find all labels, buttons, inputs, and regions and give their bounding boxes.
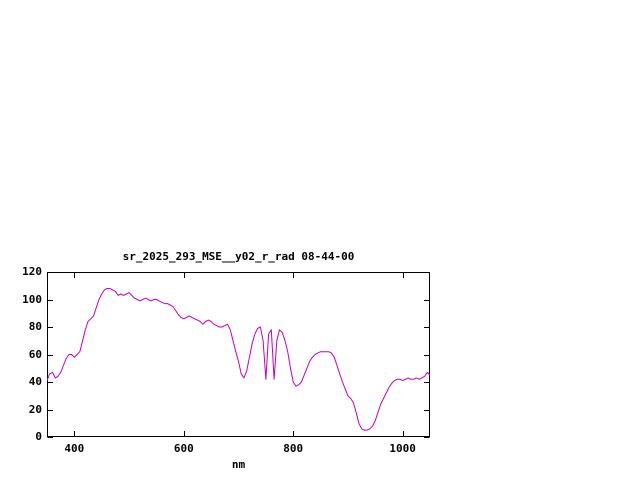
spectrum-line [47,288,431,431]
x-tick-label: 600 [173,442,194,455]
y-tick-label: 20 [28,402,42,416]
x-tick-label: 1000 [389,442,416,455]
plot-border [47,272,430,437]
x-tick-label: 400 [64,442,85,455]
chart-title: sr_2025_293_MSE__y02_r_rad 08-44-00 [122,250,355,263]
y-tick-label: 0 [35,430,42,443]
plot-area [47,272,431,438]
y-tick-label: 100 [22,292,42,306]
x-tick-label: 800 [283,442,304,455]
y-tick-label: 60 [28,347,42,361]
y-tick-label: 120 [22,265,42,278]
y-tick-label: 80 [28,320,42,333]
x-axis-label: nm [231,458,246,471]
y-tick-label: 40 [28,375,42,388]
